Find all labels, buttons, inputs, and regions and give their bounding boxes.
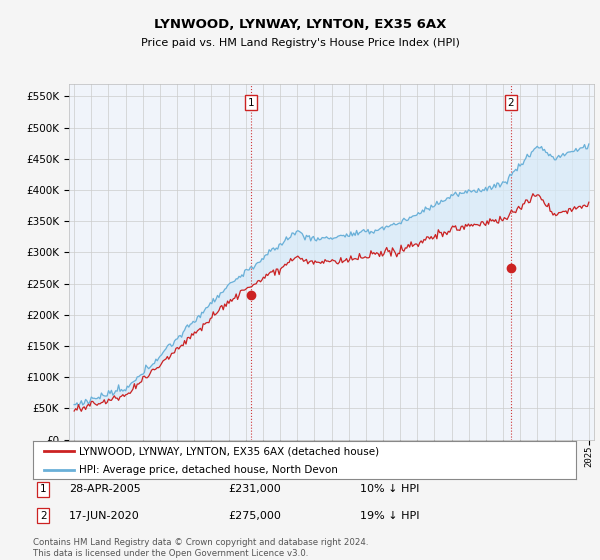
Text: 1: 1	[248, 98, 254, 108]
Text: 1: 1	[40, 484, 47, 494]
Text: LYNWOOD, LYNWAY, LYNTON, EX35 6AX (detached house): LYNWOOD, LYNWAY, LYNTON, EX35 6AX (detac…	[79, 446, 379, 456]
Text: 17-JUN-2020: 17-JUN-2020	[69, 511, 140, 521]
Text: 2: 2	[508, 98, 514, 108]
Text: £231,000: £231,000	[228, 484, 281, 494]
Text: Price paid vs. HM Land Registry's House Price Index (HPI): Price paid vs. HM Land Registry's House …	[140, 38, 460, 48]
Text: 10% ↓ HPI: 10% ↓ HPI	[360, 484, 419, 494]
Text: 28-APR-2005: 28-APR-2005	[69, 484, 141, 494]
Text: Contains HM Land Registry data © Crown copyright and database right 2024.
This d: Contains HM Land Registry data © Crown c…	[33, 538, 368, 558]
Text: HPI: Average price, detached house, North Devon: HPI: Average price, detached house, Nort…	[79, 465, 338, 475]
Text: 2: 2	[40, 511, 47, 521]
Text: 19% ↓ HPI: 19% ↓ HPI	[360, 511, 419, 521]
Text: £275,000: £275,000	[228, 511, 281, 521]
Text: LYNWOOD, LYNWAY, LYNTON, EX35 6AX: LYNWOOD, LYNWAY, LYNTON, EX35 6AX	[154, 18, 446, 31]
